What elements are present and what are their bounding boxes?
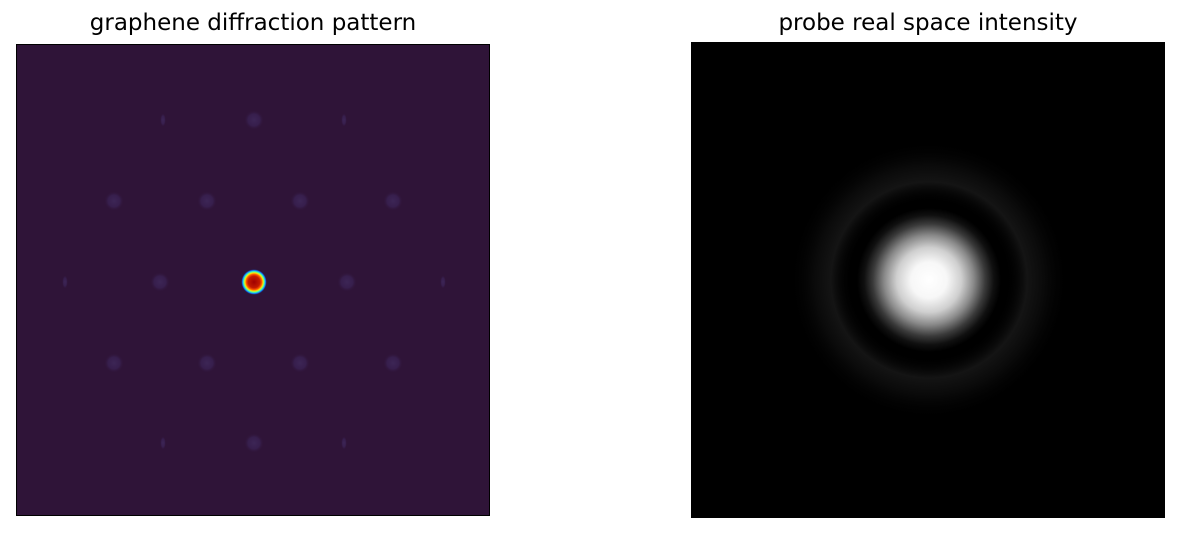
diffraction-spot-edge — [62, 275, 68, 289]
diffraction-spot-edge — [160, 436, 166, 450]
diffraction-spot — [197, 191, 217, 211]
diffraction-spot — [104, 191, 124, 211]
diffraction-spot — [244, 110, 264, 130]
diffraction-spot — [197, 353, 217, 373]
diffraction-pattern-image — [16, 44, 490, 516]
diffraction-spot — [337, 272, 357, 292]
diffraction-spot — [150, 272, 170, 292]
diffraction-spot — [383, 191, 403, 211]
diffraction-spot — [290, 353, 310, 373]
diffraction-pattern-title: graphene diffraction pattern — [89, 10, 417, 36]
diffraction-spot — [383, 353, 403, 373]
central-beam — [241, 269, 267, 295]
diffraction-spot-edge — [341, 113, 347, 127]
diffraction-spots — [62, 110, 446, 453]
diffraction-spot-edge — [440, 275, 446, 289]
probe-intensity-title: probe real space intensity — [778, 10, 1078, 36]
diffraction-spot — [244, 433, 264, 453]
probe-intensity-image — [691, 42, 1165, 518]
diffraction-spot-edge — [160, 113, 166, 127]
probe-center — [857, 208, 1001, 352]
diffraction-pattern-svg — [17, 45, 489, 515]
diffraction-spot-edge — [341, 436, 347, 450]
diffraction-spot — [104, 353, 124, 373]
probe-intensity-svg — [692, 43, 1164, 517]
diffraction-spot — [290, 191, 310, 211]
